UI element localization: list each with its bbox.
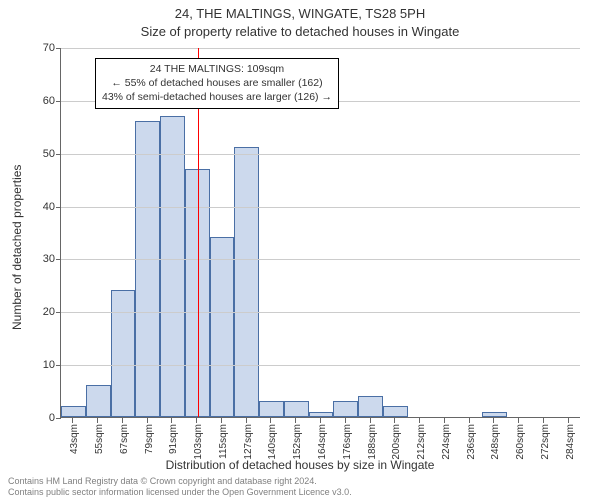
xtick-mark	[469, 418, 470, 423]
ytick-label: 30	[43, 253, 61, 265]
xtick-mark	[493, 418, 494, 423]
histogram-bar	[160, 116, 185, 417]
xtick-label: 67sqm	[119, 424, 130, 454]
xtick-label: 284sqm	[565, 424, 576, 460]
histogram-bar	[482, 412, 507, 417]
xtick-label: 224sqm	[441, 424, 452, 460]
annotation-box: 24 THE MALTINGS: 109sqm← 55% of detached…	[95, 58, 339, 109]
xtick-mark	[320, 418, 321, 423]
xtick-label: 164sqm	[317, 424, 328, 460]
xtick-mark	[270, 418, 271, 423]
gridline	[61, 207, 580, 208]
xtick-label: 236sqm	[466, 424, 477, 460]
xtick-mark	[246, 418, 247, 423]
xtick-label: 152sqm	[292, 424, 303, 460]
xtick-mark	[196, 418, 197, 423]
xtick-label: 176sqm	[342, 424, 353, 460]
xtick-mark	[518, 418, 519, 423]
xtick-mark	[147, 418, 148, 423]
ytick-label: 10	[43, 359, 61, 371]
ytick-label: 60	[43, 95, 61, 107]
histogram-bar	[86, 385, 111, 417]
xtick-mark	[568, 418, 569, 423]
xtick-label: 79sqm	[144, 424, 155, 454]
xtick-label: 212sqm	[416, 424, 427, 460]
xtick-label: 43sqm	[69, 424, 80, 454]
footer-line2: Contains public sector information licen…	[8, 487, 352, 498]
gridline	[61, 312, 580, 313]
xtick-label: 91sqm	[168, 424, 179, 454]
ytick-label: 50	[43, 148, 61, 160]
xtick-label: 103sqm	[193, 424, 204, 460]
xtick-mark	[122, 418, 123, 423]
ytick-label: 20	[43, 306, 61, 318]
ytick-label: 70	[43, 42, 61, 54]
histogram-bar	[309, 412, 334, 417]
xtick-mark	[394, 418, 395, 423]
xtick-label: 127sqm	[243, 424, 254, 460]
histogram-bar	[259, 401, 284, 417]
xtick-mark	[97, 418, 98, 423]
histogram-bar	[61, 406, 86, 417]
xtick-label: 272sqm	[540, 424, 551, 460]
annotation-line3: 43% of semi-detached houses are larger (…	[102, 90, 332, 104]
xtick-mark	[72, 418, 73, 423]
histogram-bar	[210, 237, 235, 417]
xtick-label: 248sqm	[490, 424, 501, 460]
footer-attribution: Contains HM Land Registry data © Crown c…	[8, 476, 352, 498]
xtick-mark	[221, 418, 222, 423]
xtick-label: 260sqm	[515, 424, 526, 460]
histogram-bar	[383, 406, 408, 417]
annotation-line2: ← 55% of detached houses are smaller (16…	[102, 76, 332, 90]
histogram-bar	[111, 290, 136, 417]
xtick-label: 55sqm	[94, 424, 105, 454]
chart-title-address: 24, THE MALTINGS, WINGATE, TS28 5PH	[0, 6, 600, 21]
xtick-label: 140sqm	[267, 424, 278, 460]
histogram-bar	[333, 401, 358, 417]
plot-area: 01020304050607024 THE MALTINGS: 109sqm← …	[60, 48, 580, 418]
xtick-mark	[444, 418, 445, 423]
y-axis-label: Number of detached properties	[10, 165, 24, 330]
xtick-label: 188sqm	[367, 424, 378, 460]
xtick-mark	[370, 418, 371, 423]
footer-line1: Contains HM Land Registry data © Crown c…	[8, 476, 352, 487]
chart-container: 24, THE MALTINGS, WINGATE, TS28 5PH Size…	[0, 0, 600, 500]
xtick-label: 200sqm	[391, 424, 402, 460]
gridline	[61, 259, 580, 260]
histogram-bar	[358, 396, 383, 417]
xtick-mark	[295, 418, 296, 423]
gridline	[61, 154, 580, 155]
histogram-bar	[284, 401, 309, 417]
gridline	[61, 365, 580, 366]
histogram-bar	[234, 147, 259, 417]
x-axis-label: Distribution of detached houses by size …	[0, 458, 600, 472]
xtick-label: 115sqm	[218, 424, 229, 459]
annotation-line1: 24 THE MALTINGS: 109sqm	[102, 62, 332, 76]
histogram-bar	[135, 121, 160, 417]
gridline	[61, 48, 580, 49]
ytick-label: 40	[43, 201, 61, 213]
xtick-mark	[171, 418, 172, 423]
xtick-mark	[419, 418, 420, 423]
xtick-mark	[345, 418, 346, 423]
chart-title-sub: Size of property relative to detached ho…	[0, 24, 600, 39]
xtick-mark	[543, 418, 544, 423]
